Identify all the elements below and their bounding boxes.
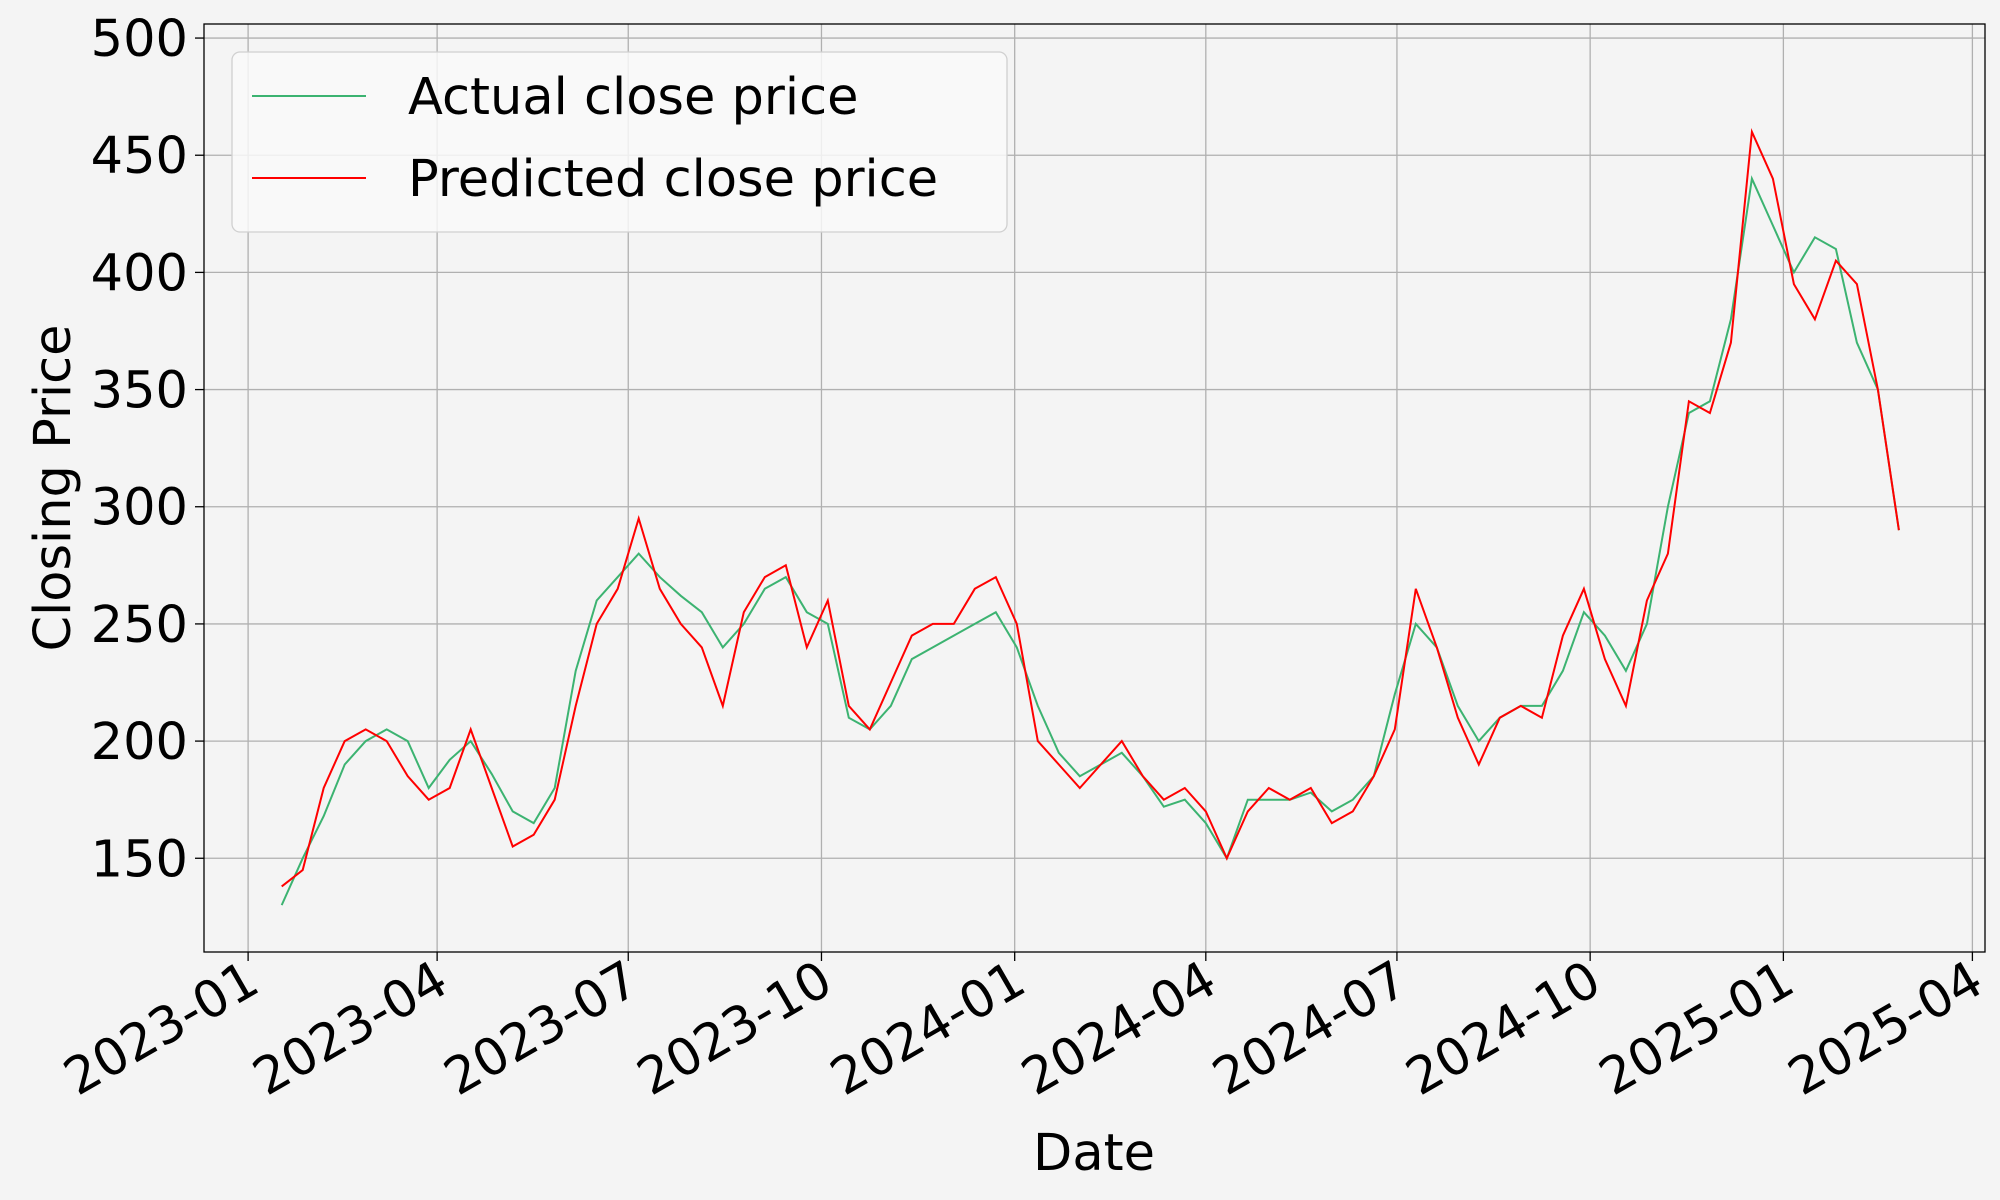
y-tick-label: 150: [91, 830, 188, 889]
legend-label: Actual close price: [408, 68, 858, 127]
plot-frame: [203, 23, 1986, 953]
y-axis-label: Closing Price: [24, 324, 83, 651]
legend-label: Predicted close price: [408, 150, 938, 209]
y-tick-label: 350: [91, 362, 188, 421]
y-tick-label: 250: [91, 596, 188, 655]
x-axis-label: Date: [1033, 1124, 1155, 1183]
y-tick-label: 200: [91, 713, 188, 772]
legend-box: [231, 51, 1008, 233]
y-tick-label: 300: [91, 479, 188, 538]
y-tick-label: 400: [91, 244, 188, 303]
y-tick-label: 450: [91, 127, 188, 186]
y-tick-label: 500: [91, 10, 188, 69]
data-line: [280, 175, 1900, 906]
data-line: [281, 127, 1900, 888]
